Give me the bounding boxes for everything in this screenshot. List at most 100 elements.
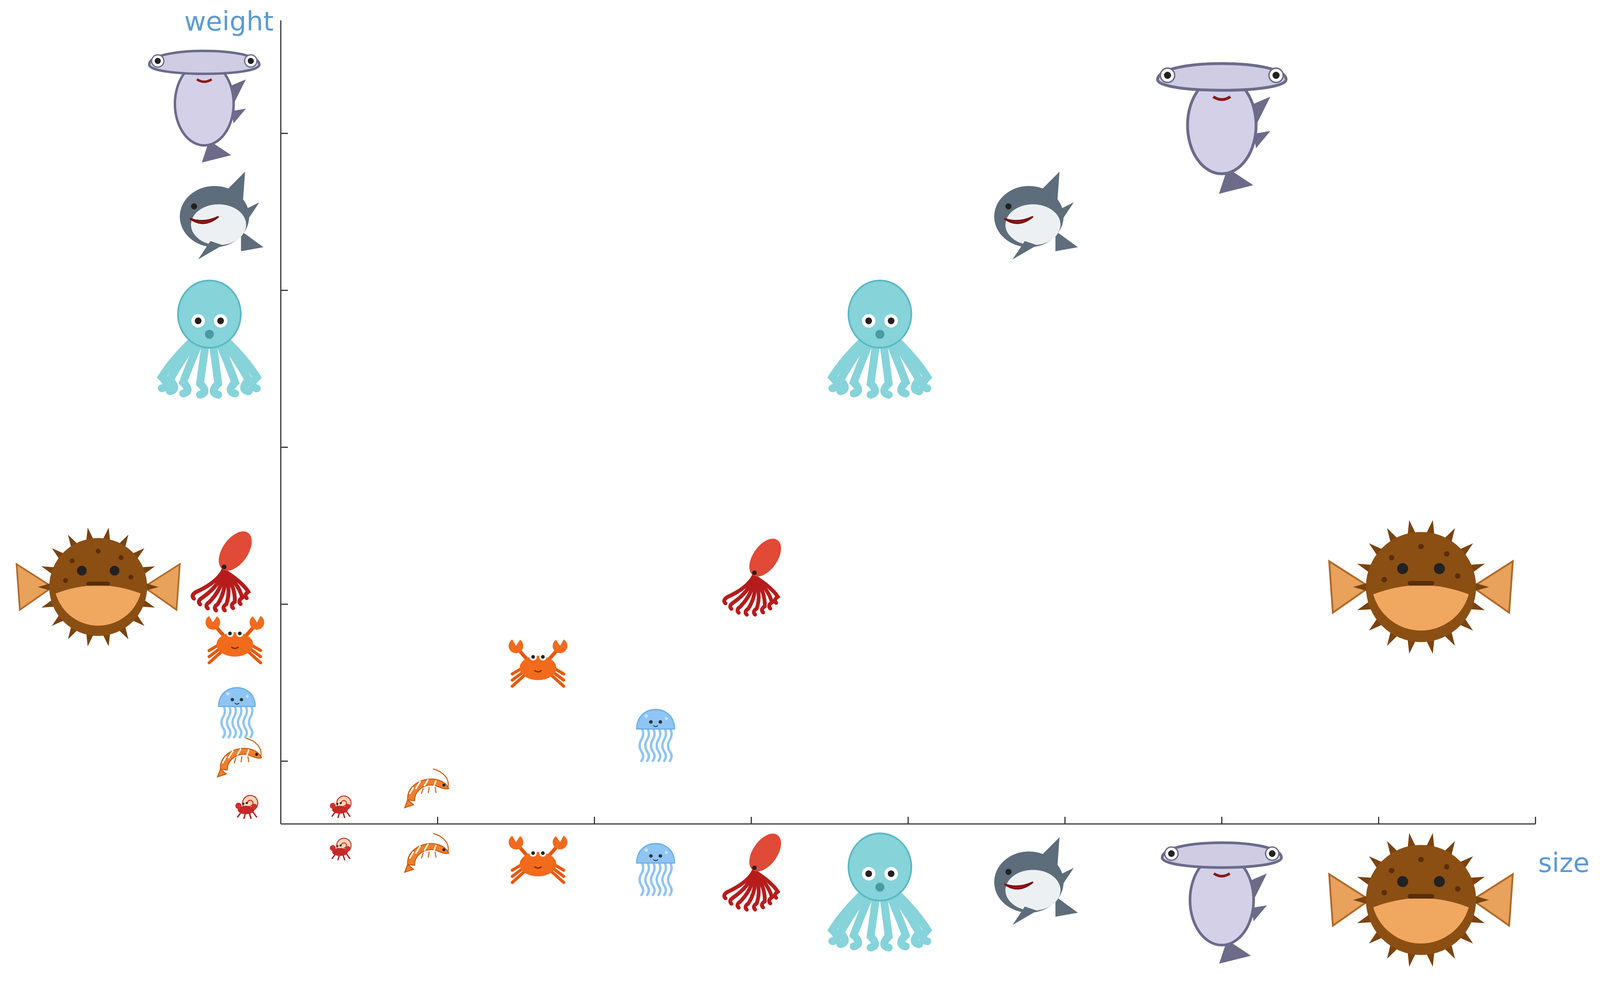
x-axis-icon [404, 833, 449, 873]
icon-part [409, 851, 414, 859]
icon-part [1213, 96, 1231, 100]
icon-part [339, 802, 342, 805]
icon-part [639, 862, 643, 896]
x-tick [1064, 817, 1066, 825]
icon-part [1329, 874, 1370, 927]
icon-part [1418, 544, 1424, 550]
icon-part [1269, 68, 1284, 83]
icon-part [237, 631, 242, 636]
icon-part [435, 851, 436, 858]
icon-part [428, 787, 429, 794]
icon-part [409, 787, 414, 794]
icon-part [228, 750, 233, 759]
icon-part [208, 651, 222, 663]
icon-part [248, 651, 261, 663]
icon-part [1365, 845, 1477, 956]
point [994, 171, 1078, 260]
icon-part [1397, 563, 1409, 575]
icon-part [742, 828, 788, 878]
icon-part [645, 862, 649, 896]
icon-part [421, 788, 424, 795]
icon-part [231, 646, 239, 649]
icon-part [1433, 876, 1445, 888]
icon-part [251, 804, 258, 810]
icon-part [551, 871, 564, 883]
icon-part [236, 630, 244, 638]
icon-part [442, 848, 445, 852]
y-axis-icon [192, 525, 259, 611]
y-tick [280, 603, 288, 605]
icon-part [226, 692, 230, 696]
icon-part [339, 844, 342, 847]
icon-part [226, 341, 257, 389]
point [508, 637, 568, 687]
icon-part [234, 703, 240, 705]
icon-part [336, 802, 339, 805]
icon-part [345, 846, 351, 852]
icon-part [434, 844, 436, 851]
icon-part [218, 687, 256, 707]
icon-part [232, 705, 237, 738]
icon-part [664, 717, 669, 721]
icon-part [241, 230, 264, 252]
y-axis-icon [16, 527, 180, 647]
icon-part [194, 317, 202, 325]
icon-part [649, 854, 653, 858]
point [1329, 520, 1513, 654]
icon-part [875, 882, 885, 892]
icon-part [226, 630, 234, 638]
icon-part [212, 525, 259, 577]
icon-part [1353, 582, 1368, 592]
icon-part [664, 851, 669, 855]
icon-part [511, 833, 522, 843]
icon-part [1167, 850, 1175, 858]
icon-part [245, 802, 248, 805]
point [832, 280, 928, 396]
icon-part [1397, 876, 1409, 888]
icon-part [539, 653, 547, 662]
icon-part [329, 802, 336, 809]
icon-part [531, 655, 535, 659]
y-axis-icon [218, 687, 256, 738]
point [724, 533, 788, 615]
icon-part [241, 756, 242, 763]
icon-part [346, 811, 350, 817]
icon-part [223, 570, 249, 599]
icon-part [882, 341, 889, 395]
icon-part [249, 813, 251, 819]
icon-part [870, 894, 877, 949]
icon-part [994, 851, 1064, 914]
icon-part [222, 756, 227, 764]
icon-part [897, 894, 928, 942]
icon-part [1381, 889, 1388, 896]
chart: weightsize [0, 0, 1600, 981]
y-axis-icon [205, 613, 265, 663]
x-tick [750, 817, 752, 825]
x-axis-icon [636, 843, 675, 896]
icon-part [243, 813, 246, 819]
y-axis-icon [179, 171, 264, 260]
x-tick [1534, 817, 1537, 825]
icon-part [248, 705, 253, 738]
icon-part [197, 241, 223, 260]
icon-part [435, 787, 436, 794]
icon-part [650, 862, 655, 896]
icon-part [897, 341, 928, 389]
icon-part [237, 705, 242, 738]
icon-part [190, 204, 247, 246]
icon-part [246, 749, 249, 756]
icon-part [221, 705, 226, 738]
icon-part [242, 802, 245, 805]
y-axis-icon [235, 795, 258, 819]
icon-part [207, 613, 218, 623]
icon-part [534, 670, 542, 672]
x-tick [437, 817, 439, 825]
icon-part [555, 637, 565, 647]
icon-part [76, 566, 87, 576]
icon-part [212, 341, 218, 395]
icon-part [551, 675, 564, 687]
icon-part [529, 849, 537, 858]
y-axis-icon [161, 280, 257, 396]
icon-part [179, 186, 250, 248]
icon-part [1443, 551, 1450, 557]
